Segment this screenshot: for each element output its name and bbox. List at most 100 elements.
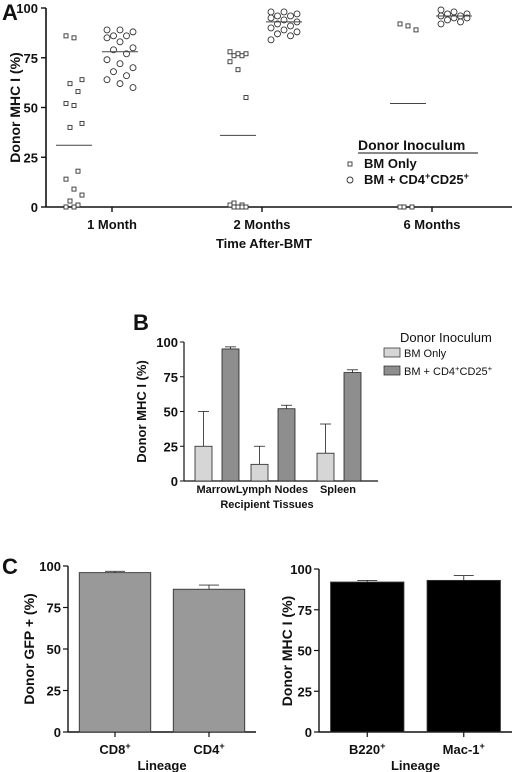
a-point-bm-cd4cd25 xyxy=(287,12,294,20)
a-legend-marker-circle xyxy=(346,176,354,184)
c2-x-tick-label: B220+ xyxy=(349,741,385,757)
b-legend-swatch-bm-only xyxy=(383,347,401,358)
a-legend-marker-square xyxy=(347,161,353,167)
c2-y-tick-label: 25 xyxy=(298,684,312,699)
a-point-bm-only xyxy=(71,204,77,210)
a-point-bm-cd4cd25 xyxy=(437,20,445,28)
a-point-bm-only xyxy=(413,27,419,33)
c2-x-tick-label: Mac-1+ xyxy=(443,741,485,757)
a-point-bm-only xyxy=(71,35,77,41)
c2-y-tick-label: 50 xyxy=(298,644,312,659)
a-legend-label-bm-only: BM Only xyxy=(364,156,417,171)
panel-label-a: A xyxy=(2,0,18,25)
a-point-bm-only xyxy=(397,204,403,210)
a-point-bm-cd4cd25 xyxy=(274,30,281,38)
a-point-bm-only xyxy=(63,204,69,210)
b-legend-label-bm-only: BM Only xyxy=(404,348,447,360)
a-point-bm-only xyxy=(243,204,249,210)
c1-y-tick-label: 0 xyxy=(54,725,61,740)
a-x-axis-title: Time After-BMT xyxy=(216,236,312,251)
a-point-bm-cd4cd25 xyxy=(267,14,275,22)
a-point-bm-cd4cd25 xyxy=(280,26,288,34)
c2-x-axis-title: Lineage xyxy=(391,758,440,772)
a-point-bm-only xyxy=(79,192,85,198)
c1-bar xyxy=(78,572,152,733)
a-point-bm-only xyxy=(75,168,81,174)
a-point-bm-cd4cd25 xyxy=(103,34,111,42)
c1-y-tick-label: 50 xyxy=(47,642,61,657)
a-point-bm-only xyxy=(71,186,77,192)
a-point-bm-cd4cd25 xyxy=(103,26,111,34)
a-x-tick-label: 2 Months xyxy=(233,217,290,232)
b-y-tick-label: 100 xyxy=(156,335,178,350)
b-bar xyxy=(277,408,296,482)
a-point-bm-cd4cd25 xyxy=(123,32,130,40)
b-legend-label-bm-cd4cd25: BM + CD4+CD25+ xyxy=(404,364,493,379)
b-y-tick-label: 50 xyxy=(164,405,178,420)
a-point-bm-cd4cd25 xyxy=(450,8,458,16)
a-point-bm-only xyxy=(235,67,241,73)
a-point-bm-only xyxy=(79,77,85,83)
a-point-bm-only xyxy=(231,204,237,210)
c1-x-tick-label: CD8+ xyxy=(99,741,130,757)
a-point-bm-only xyxy=(235,204,241,210)
a-point-bm-only xyxy=(67,198,73,204)
a-point-bm-only xyxy=(243,95,249,101)
a-point-bm-cd4cd25 xyxy=(457,18,464,26)
a-point-bm-only xyxy=(227,59,233,65)
a-point-bm-cd4cd25 xyxy=(437,6,445,14)
a-point-bm-only xyxy=(79,120,85,126)
c1-x-axis-title: Lineage xyxy=(137,758,186,772)
b-bar xyxy=(194,445,213,482)
a-legend-title: Donor Inoculum xyxy=(358,137,465,153)
a-point-bm-only xyxy=(397,21,403,27)
a-point-bm-cd4cd25 xyxy=(287,22,294,30)
a-y-axis-title: Donor MHC I (%) xyxy=(7,52,23,162)
a-point-bm-cd4cd25 xyxy=(103,56,111,64)
a-point-bm-cd4cd25 xyxy=(293,28,301,36)
a-point-bm-only xyxy=(405,23,411,29)
a-point-bm-only xyxy=(231,200,237,206)
a-point-bm-only xyxy=(243,51,249,57)
panel-label-c: C xyxy=(2,554,18,579)
c1-y-tick-label: 25 xyxy=(47,684,61,699)
a-point-bm-cd4cd25 xyxy=(110,68,117,76)
a-point-bm-cd4cd25 xyxy=(129,64,137,72)
a-point-bm-cd4cd25 xyxy=(110,32,117,40)
a-point-bm-cd4cd25 xyxy=(274,12,281,20)
c1-y-axis-title: Donor GFP + (%) xyxy=(21,593,37,704)
a-point-bm-cd4cd25 xyxy=(103,76,111,84)
b-bar xyxy=(343,372,362,482)
a-point-bm-cd4cd25 xyxy=(267,24,275,32)
a-point-bm-only xyxy=(235,51,241,57)
a-point-bm-cd4cd25 xyxy=(123,72,130,80)
c2-y-tick-label: 75 xyxy=(298,603,312,618)
b-x-axis-title: Recipient Tissues xyxy=(220,499,313,511)
b-x-tick-label: Marrow xyxy=(196,484,236,496)
a-y-tick-label: 25 xyxy=(24,150,38,165)
c1-bar xyxy=(172,588,246,733)
c1-y-tick-label: 75 xyxy=(47,601,61,616)
c2-y-tick-label: 0 xyxy=(305,725,312,740)
a-point-bm-only xyxy=(239,53,245,59)
c2-bar xyxy=(330,581,405,733)
c2-y-tick-label: 100 xyxy=(290,562,312,577)
a-point-bm-cd4cd25 xyxy=(267,8,275,16)
a-point-bm-cd4cd25 xyxy=(267,36,275,44)
a-point-bm-cd4cd25 xyxy=(129,44,137,52)
a-point-bm-cd4cd25 xyxy=(116,26,124,34)
a-legend-label-bm-cd4cd25: BM + CD4+CD25+ xyxy=(364,171,469,187)
b-x-tick-label: Lymph Nodes xyxy=(236,484,308,496)
a-point-bm-only xyxy=(75,202,81,208)
c1-y-tick-label: 100 xyxy=(39,559,61,574)
a-point-bm-cd4cd25 xyxy=(280,8,288,16)
a-point-bm-only xyxy=(67,124,73,130)
a-point-bm-cd4cd25 xyxy=(116,60,124,68)
b-legend-swatch-bm-cd4cd25 xyxy=(383,365,401,376)
a-point-bm-only xyxy=(63,101,69,106)
a-point-bm-only xyxy=(75,89,81,95)
panel-label-b: B xyxy=(133,310,149,335)
a-point-bm-cd4cd25 xyxy=(129,84,137,92)
a-point-bm-only xyxy=(227,202,233,208)
